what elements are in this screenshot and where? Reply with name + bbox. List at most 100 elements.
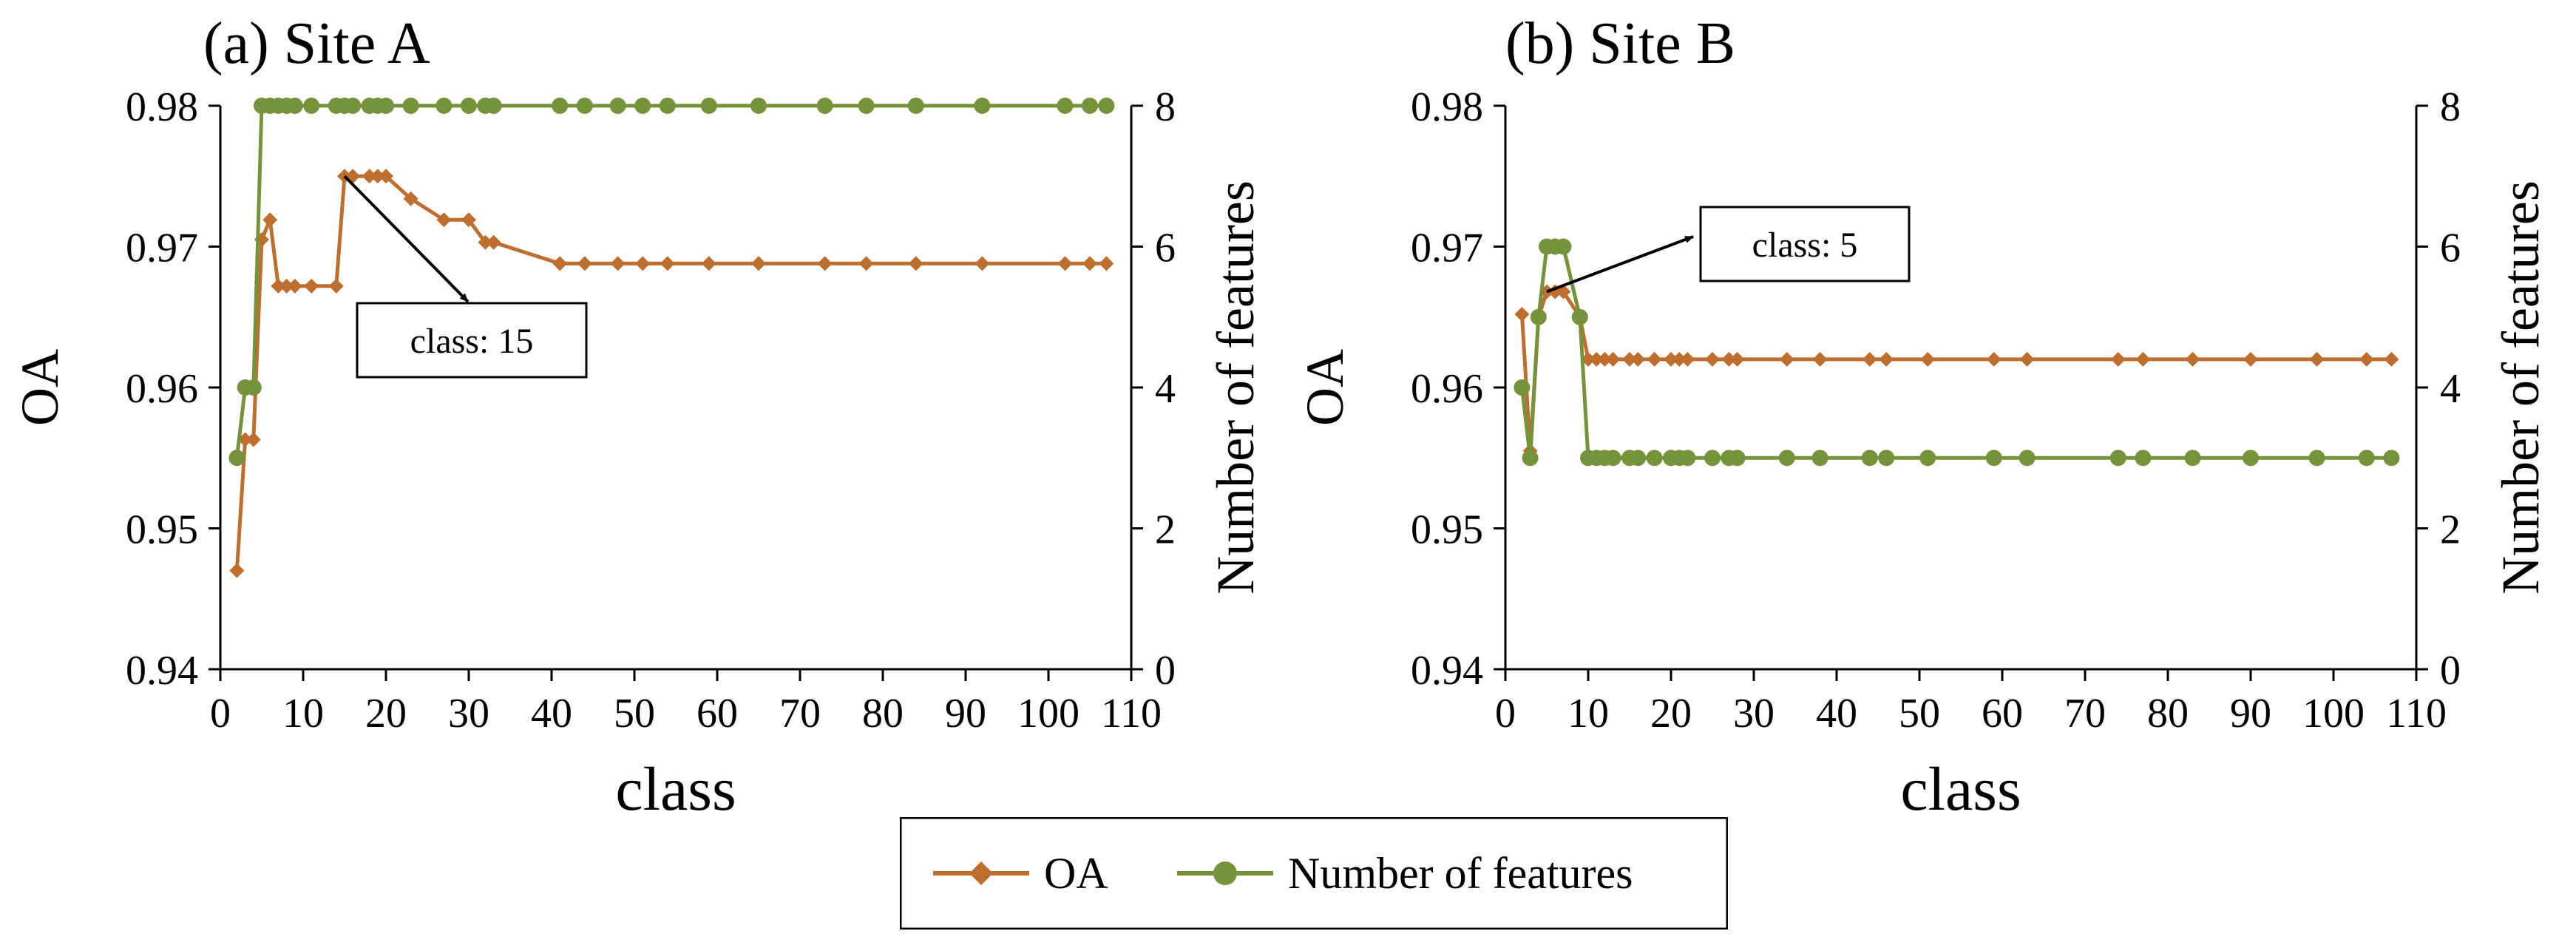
oa-point <box>1605 351 1621 367</box>
features-point <box>609 98 626 114</box>
oa-point <box>2243 351 2258 367</box>
annotation-box <box>1699 206 1911 282</box>
oa-point <box>751 256 766 271</box>
y-left-tick-label: 0.97 <box>126 226 198 271</box>
annotation-box <box>356 302 588 379</box>
y-left-tick-label: 0.95 <box>126 507 198 553</box>
features-point <box>2019 450 2036 467</box>
features-point <box>2109 450 2126 467</box>
annotation-arrow <box>1546 235 1694 294</box>
oa-point <box>1099 256 1114 271</box>
oa-point <box>379 169 393 184</box>
features-series-line <box>1519 245 2392 460</box>
x-tick-label: 70 <box>779 691 821 737</box>
x-tick-label: 60 <box>696 691 738 737</box>
features-point <box>634 98 651 114</box>
chart-panel-b: (b) Site B0 10 20 30 40 50 60 70 80 90 100 1100.940… <box>1295 11 2550 824</box>
features-point <box>659 98 676 114</box>
oa-point <box>1664 351 1678 367</box>
features-point <box>974 98 991 114</box>
oa-point <box>1589 351 1604 367</box>
y-left-tick-label: 0.96 <box>126 366 198 412</box>
oa-point <box>701 256 716 271</box>
oa-point <box>1879 351 1894 367</box>
oa-point <box>817 256 833 271</box>
oa-point <box>486 234 501 250</box>
oa-point <box>279 278 294 294</box>
oa-point <box>478 234 493 250</box>
oa-point <box>610 256 626 271</box>
x-tick-label: 0 <box>210 691 231 737</box>
oa-point <box>362 169 377 184</box>
oa-point <box>2110 351 2126 367</box>
features-point <box>552 98 569 114</box>
x-axis-label: class <box>1900 755 2021 824</box>
features-point <box>1679 450 1696 467</box>
oa-point <box>552 256 568 271</box>
y-left-tick-label: 0.98 <box>126 84 198 130</box>
features-point <box>2184 450 2201 467</box>
y-right-tick-label: 8 <box>1155 84 1176 130</box>
y-left-tick-label: 0.94 <box>1411 648 1483 694</box>
x-tick-label: 0 <box>1495 691 1516 737</box>
features-point <box>461 98 477 114</box>
features-point <box>1704 450 1721 467</box>
features-point <box>2383 450 2400 467</box>
oa-point <box>1622 351 1637 367</box>
y-right-tick-label: 6 <box>1155 226 1176 271</box>
x-axis-label: class <box>615 755 736 824</box>
y-right-tick-label: 8 <box>2440 84 2461 130</box>
features-point <box>435 98 453 114</box>
y-left-axis-label: OA <box>1295 349 1355 426</box>
legend-features-marker <box>1213 861 1237 885</box>
features-point <box>245 379 262 396</box>
y-right-tick-label: 2 <box>2440 507 2461 553</box>
x-tick-label: 30 <box>448 691 489 737</box>
features-point <box>1985 450 2002 467</box>
features-point <box>1604 450 1621 467</box>
y-right-tick-label: 0 <box>1155 648 1176 694</box>
oa-point <box>858 256 874 271</box>
oa-point <box>461 212 476 228</box>
oa-point <box>660 256 675 271</box>
oa-point <box>1581 351 1596 367</box>
y-right-tick-label: 4 <box>2440 366 2461 412</box>
oa-point <box>2019 351 2035 367</box>
features-point <box>485 98 502 114</box>
oa-point <box>328 278 344 294</box>
features-point <box>228 450 245 467</box>
y-right-tick-label: 2 <box>1155 507 1176 553</box>
oa-point <box>262 212 278 228</box>
features-point <box>1919 450 1936 467</box>
legend-oa-label: OA <box>1044 849 1108 898</box>
features-point <box>2135 450 2152 467</box>
oa-point <box>1721 351 1737 367</box>
oa-point <box>2309 351 2325 367</box>
oa-point <box>2359 351 2374 367</box>
oa-point <box>287 278 302 294</box>
x-tick-label: 20 <box>365 691 407 737</box>
features-point <box>1571 308 1588 325</box>
oa-point <box>1920 351 1936 367</box>
oa-point <box>1597 351 1613 367</box>
oa-point <box>2185 351 2200 367</box>
x-tick-label: 10 <box>282 691 324 737</box>
oa-point <box>1514 306 1530 322</box>
x-tick-label: 110 <box>2386 691 2447 737</box>
features-point <box>1530 308 1547 325</box>
oa-point <box>304 278 319 294</box>
features-point <box>816 98 833 114</box>
features-point <box>1057 98 1074 114</box>
oa-point <box>1672 351 1687 367</box>
oa-point <box>1729 351 1745 367</box>
y-left-tick-label: 0.96 <box>1411 366 1483 412</box>
features-point <box>1878 450 1895 467</box>
y-left-tick-label: 0.95 <box>1411 507 1483 553</box>
x-tick-label: 30 <box>1733 691 1775 737</box>
features-point <box>345 98 362 114</box>
features-point <box>907 98 924 114</box>
x-tick-label: 100 <box>1017 691 1079 737</box>
features-point <box>402 98 419 114</box>
